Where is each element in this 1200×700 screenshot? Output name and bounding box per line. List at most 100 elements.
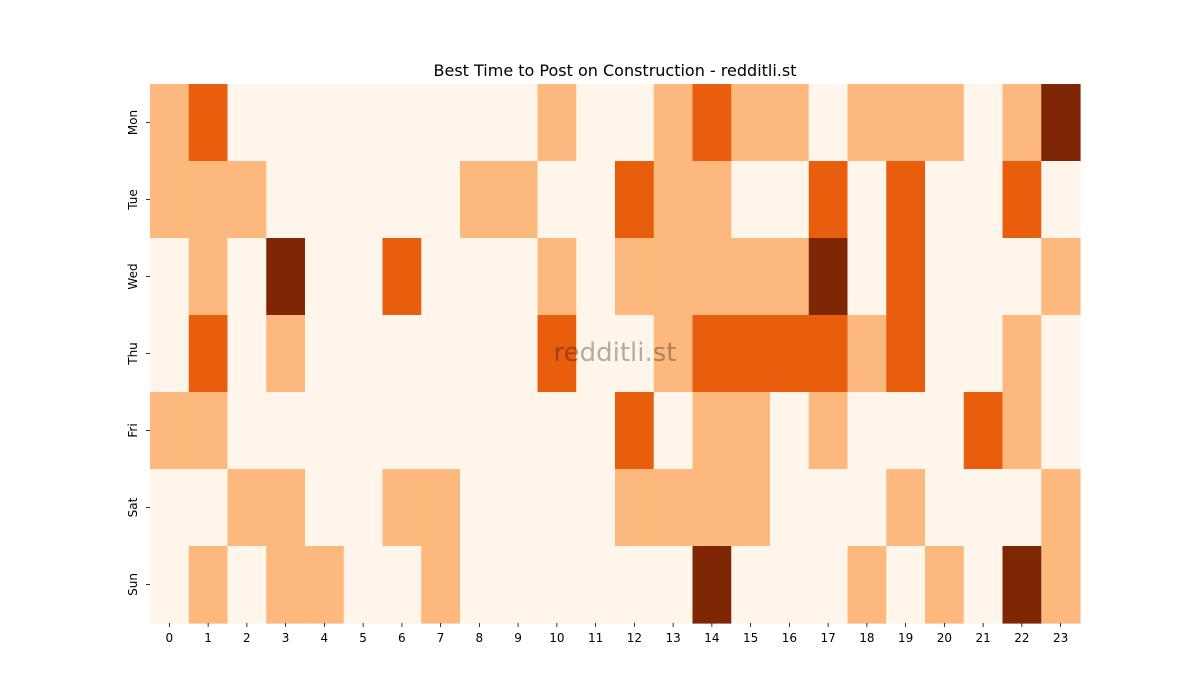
x-tick-label: 23 [1053,631,1068,645]
heatmap-cell-sat-23 [1041,469,1081,547]
heatmap-cell-fri-11 [576,392,616,470]
heatmap-cell-tue-22 [1002,161,1042,239]
heatmap-cell-sun-11 [576,546,616,624]
heatmap-cell-wed-12 [615,238,655,316]
x-tick-label: 3 [282,631,290,645]
x-tick-label: 22 [1014,631,1029,645]
heatmap-cell-thu-13 [653,315,694,393]
heatmap-cell-mon-9 [498,84,539,162]
heatmap-cell-thu-21 [963,315,1004,393]
heatmap-cell-sun-12 [615,546,655,624]
heatmap-cell-thu-9 [498,315,539,393]
heatmap-cell-sat-18 [847,469,887,547]
heatmap-cell-thu-22 [1002,315,1042,393]
x-tick-label: 15 [743,631,758,645]
heatmap-cell-sat-19 [886,469,926,547]
x-tick-label: 17 [820,631,835,645]
y-tick-label: Fri [126,423,140,437]
heatmap-cell-sat-1 [188,469,229,547]
heatmap-cell-thu-7 [421,315,461,393]
heatmap-cell-tue-4 [305,161,345,239]
heatmap-cell-mon-5 [343,84,384,162]
heatmap-cell-wed-1 [188,238,229,316]
y-tick-label: Sat [126,497,140,517]
heatmap-cell-sun-16 [770,546,810,624]
heatmap-cell-sun-4 [305,546,345,624]
x-tick-label: 12 [627,631,642,645]
x-tick-label: 0 [166,631,174,645]
x-tick-label: 4 [321,631,329,645]
heatmap-cell-sat-5 [343,469,384,547]
heatmap-cell-wed-11 [576,238,616,316]
x-tick-label: 18 [859,631,874,645]
heatmap-cell-sun-18 [847,546,887,624]
heatmap-cell-tue-21 [963,161,1004,239]
heatmap-cell-thu-16 [770,315,810,393]
heatmap-cell-sat-17 [808,469,849,547]
heatmap-cell-wed-23 [1041,238,1081,316]
heatmap-cell-thu-23 [1041,315,1081,393]
heatmap-cell-thu-6 [382,315,422,393]
heatmap-cell-tue-15 [731,161,771,239]
heatmap-cell-sun-15 [731,546,771,624]
heatmap-cell-wed-14 [692,238,732,316]
heatmap-cell-sun-21 [963,546,1004,624]
heatmap-cell-sat-3 [266,469,306,547]
heatmap-cell-fri-3 [266,392,306,470]
heatmap-cell-sat-0 [150,469,190,547]
heatmap-cell-tue-14 [692,161,732,239]
heatmap-cell-sun-1 [188,546,229,624]
heatmap-cell-tue-5 [343,161,384,239]
heatmap-cell-wed-22 [1002,238,1042,316]
heatmap-cell-mon-3 [266,84,306,162]
heatmap-cell-sun-13 [653,546,694,624]
heatmap-cell-thu-11 [576,315,616,393]
heatmap-cell-sat-14 [692,469,732,547]
heatmap-cell-sun-7 [421,546,461,624]
heatmap-cell-thu-4 [305,315,345,393]
heatmap-cell-sat-16 [770,469,810,547]
heatmap-cell-mon-16 [770,84,810,162]
x-tick-label: 9 [514,631,522,645]
heatmap-cell-wed-18 [847,238,887,316]
heatmap-cell-fri-7 [421,392,461,470]
heatmap-cell-wed-15 [731,238,771,316]
heatmap-cell-sun-5 [343,546,384,624]
heatmap-cell-mon-1 [188,84,229,162]
heatmap-cell-fri-1 [188,392,229,470]
heatmap-cell-sat-22 [1002,469,1042,547]
heatmap-cell-thu-17 [808,315,849,393]
heatmap-cell-fri-22 [1002,392,1042,470]
heatmap-cell-mon-12 [615,84,655,162]
x-tick-label: 6 [398,631,406,645]
heatmap-cell-sat-11 [576,469,616,547]
heatmap-cell-sun-23 [1041,546,1081,624]
heatmap-cell-tue-19 [886,161,926,239]
x-tick-label: 10 [549,631,564,645]
y-tick-label: Wed [126,263,140,289]
heatmap-cell-tue-16 [770,161,810,239]
y-tick-label: Tue [126,189,140,211]
heatmap-cell-fri-15 [731,392,771,470]
y-tick-label: Sun [126,573,140,596]
heatmap-cell-sun-22 [1002,546,1042,624]
heatmap-cell-sat-6 [382,469,422,547]
heatmap-cell-thu-18 [847,315,887,393]
heatmap-cell-fri-12 [615,392,655,470]
heatmap-cell-thu-20 [925,315,965,393]
heatmap-cell-wed-10 [537,238,577,316]
heatmap-cell-mon-20 [925,84,965,162]
heatmap-cell-mon-21 [963,84,1004,162]
heatmap-cell-tue-11 [576,161,616,239]
heatmap-cell-thu-2 [227,315,267,393]
heatmap-cell-fri-18 [847,392,887,470]
heatmap-cell-wed-0 [150,238,190,316]
x-tick-label: 11 [588,631,603,645]
heatmap-cell-sun-3 [266,546,306,624]
heatmap-cell-sat-21 [963,469,1004,547]
heatmap-cell-tue-2 [227,161,267,239]
heatmap-cell-sat-13 [653,469,694,547]
heatmap-cell-sat-9 [498,469,539,547]
heatmap-cell-mon-17 [808,84,849,162]
y-axis: Mon Tue Wed Thu Fri Sat Sun [126,110,150,596]
